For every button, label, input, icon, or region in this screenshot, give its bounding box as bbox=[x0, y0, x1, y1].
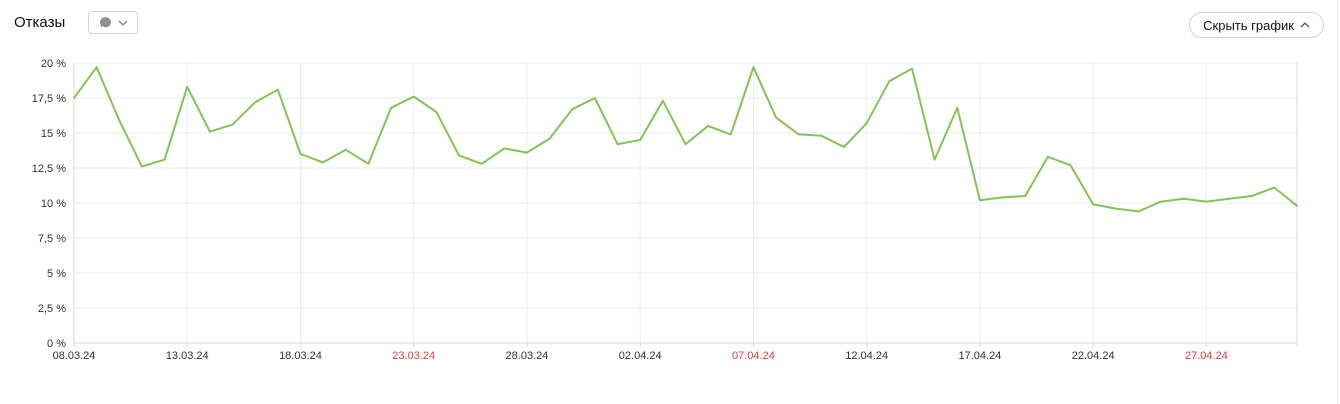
y-tick-label: 12,5 % bbox=[32, 163, 66, 175]
y-tick-label: 7,5 % bbox=[38, 233, 66, 245]
x-tick-label: 07.04.24 bbox=[732, 350, 775, 362]
x-tick-label: 18.03.24 bbox=[279, 350, 322, 362]
plot-area[interactable] bbox=[74, 63, 1297, 343]
comment-icon bbox=[99, 16, 112, 29]
x-tick-label: 02.04.24 bbox=[619, 350, 662, 362]
x-tick-label: 12.04.24 bbox=[845, 350, 888, 362]
widget-title: Отказы bbox=[14, 14, 66, 31]
y-tick-label: 2,5 % bbox=[38, 303, 66, 315]
x-tick-label: 13.03.24 bbox=[166, 350, 209, 362]
hide-chart-label: Скрыть график bbox=[1203, 17, 1294, 33]
y-tick-label: 17,5 % bbox=[32, 93, 66, 105]
y-tick-label: 15 % bbox=[41, 128, 66, 140]
series-line-bounces bbox=[73, 66, 1298, 213]
x-tick-label: 22.04.24 bbox=[1072, 350, 1115, 362]
x-tick-label: 08.03.24 bbox=[53, 350, 96, 362]
comment-filter-dropdown[interactable] bbox=[88, 11, 138, 34]
x-tick-label: 17.04.24 bbox=[959, 350, 1002, 362]
y-tick-label: 5 % bbox=[47, 268, 66, 280]
y-tick-label: 10 % bbox=[41, 198, 66, 210]
chevron-up-icon bbox=[1300, 22, 1310, 28]
x-tick-label: 28.03.24 bbox=[506, 350, 549, 362]
hide-chart-button[interactable]: Скрыть график bbox=[1189, 12, 1324, 38]
y-tick-label: 0 % bbox=[47, 338, 66, 350]
x-tick-label: 23.03.24 bbox=[392, 350, 435, 362]
chevron-down-icon bbox=[118, 20, 128, 26]
x-tick-label: 27.04.24 bbox=[1185, 350, 1228, 362]
y-tick-label: 20 % bbox=[41, 58, 66, 70]
panel-divider bbox=[1337, 0, 1338, 404]
